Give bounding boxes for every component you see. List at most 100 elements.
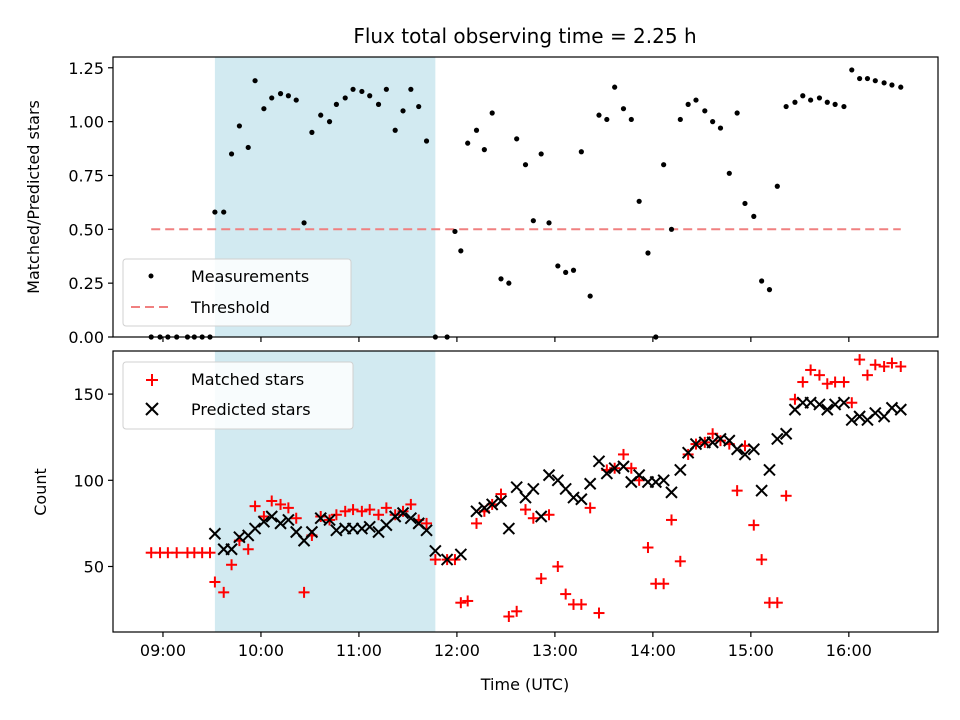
top-y-tick-label: 1.25 [68, 59, 104, 78]
measurement-point [645, 250, 651, 256]
top-y-tick-label: 0.75 [68, 166, 104, 185]
predicted-star-point [248, 522, 262, 535]
bottom-y-tick-label: 50 [84, 557, 104, 576]
predicted-star-point [282, 513, 295, 527]
measurement-point [489, 110, 495, 116]
matched-star-point [846, 397, 858, 409]
x-tick-label: 10:00 [238, 641, 284, 660]
measurement-point [392, 127, 398, 133]
x-tick-label: 09:00 [140, 641, 186, 660]
matched-star-point [275, 498, 287, 510]
measurement-point [245, 144, 251, 151]
bottom-y-tick-label: 150 [73, 385, 104, 404]
measurement-point [563, 269, 569, 275]
predicted-star-point [813, 398, 826, 411]
matched-stars-points [145, 354, 907, 622]
matched-star-point [209, 576, 221, 588]
legend-measurement-marker [148, 273, 154, 279]
measurement-point [212, 209, 218, 215]
x-tick-label: 14:00 [630, 641, 676, 660]
predicted-star-point [657, 474, 670, 487]
predicted-star-point [592, 455, 606, 468]
measurement-point [350, 86, 356, 92]
measurement-point [751, 213, 757, 219]
predicted-star-point [527, 482, 540, 496]
predicted-star-point [600, 467, 614, 480]
predicted-star-point [779, 427, 793, 440]
measurement-point [792, 99, 798, 105]
measurement-point [269, 95, 275, 101]
predicted-star-point [429, 544, 442, 558]
matched-star-point [339, 505, 351, 517]
measurement-point [832, 101, 838, 107]
measurement-point [546, 220, 552, 226]
measurement-point [221, 209, 227, 215]
matched-star-point [854, 354, 866, 366]
measurement-point [318, 112, 324, 118]
measurement-point [685, 101, 691, 107]
matched-star-point [520, 504, 531, 516]
predicted-star-point [454, 548, 468, 561]
measurement-point [889, 82, 895, 88]
measurement-point [408, 86, 414, 92]
measurement-point [734, 110, 740, 116]
matched-star-point [449, 554, 461, 566]
x-tick-label: 13:00 [532, 641, 578, 660]
measurement-point [236, 123, 242, 129]
predicted-star-point [542, 468, 556, 482]
measurement-point [759, 278, 765, 284]
matched-star-point [748, 519, 760, 531]
measurement-point [375, 101, 382, 107]
matched-star-point [535, 573, 547, 585]
measurement-point [783, 103, 789, 110]
matched-star-point [282, 502, 294, 514]
predicted-star-point [265, 510, 278, 523]
predicted-star-point [274, 517, 287, 530]
predicted-star-point [502, 522, 516, 535]
predicted-star-point [485, 498, 499, 511]
bottom-y-tick-label: 100 [73, 471, 104, 490]
matched-star-point [290, 512, 302, 524]
measurement-point [661, 162, 667, 168]
measurement-point [367, 93, 373, 99]
measurement-point [452, 228, 458, 235]
top-y-axis-label: Matched/Predicted stars [24, 100, 43, 294]
measurement-point [261, 106, 267, 112]
measurement-point [538, 151, 544, 157]
measurement-point [285, 93, 291, 99]
measurement-point [808, 97, 814, 103]
predicted-star-point [420, 524, 433, 537]
top-axes: 0.00 0.25 0.50 0.75 1.00 1.25 [68, 59, 850, 347]
matched-star-point [204, 547, 216, 559]
measurement-point [604, 116, 610, 123]
predicted-star-point [494, 494, 508, 508]
predicted-star-point [478, 501, 491, 515]
measurement-point [481, 147, 487, 153]
matched-star-point [838, 376, 850, 388]
top-legend-box [122, 258, 352, 327]
measurement-point [628, 116, 634, 123]
matched-star-point [886, 357, 898, 369]
measurement-point [473, 127, 480, 133]
predicted-star-point [674, 463, 687, 477]
matched-star-point [298, 586, 310, 598]
matched-star-point [258, 510, 270, 522]
measurement-point [742, 200, 748, 207]
measurement-point [498, 276, 504, 282]
predicted-star-point [755, 484, 768, 497]
predicted-star-point [853, 410, 866, 423]
predicted-star-point [730, 443, 744, 456]
matched-star-point [495, 488, 507, 500]
measurement-point [677, 116, 683, 123]
matched-star-point [543, 509, 555, 521]
matched-star-point [171, 547, 183, 559]
matched-star-point [455, 597, 467, 609]
matched-star-point [389, 509, 401, 521]
predicted-star-point [257, 515, 271, 528]
matched-star-point [405, 498, 417, 510]
matched-star-point [527, 512, 539, 524]
matched-star-point [813, 369, 825, 381]
bottom-axes: 09:00 10:00 11:00 12:00 13:00 14:00 15:00 16:00… [73, 385, 871, 660]
measurement-point [465, 140, 471, 146]
matched-star-point [780, 490, 792, 502]
